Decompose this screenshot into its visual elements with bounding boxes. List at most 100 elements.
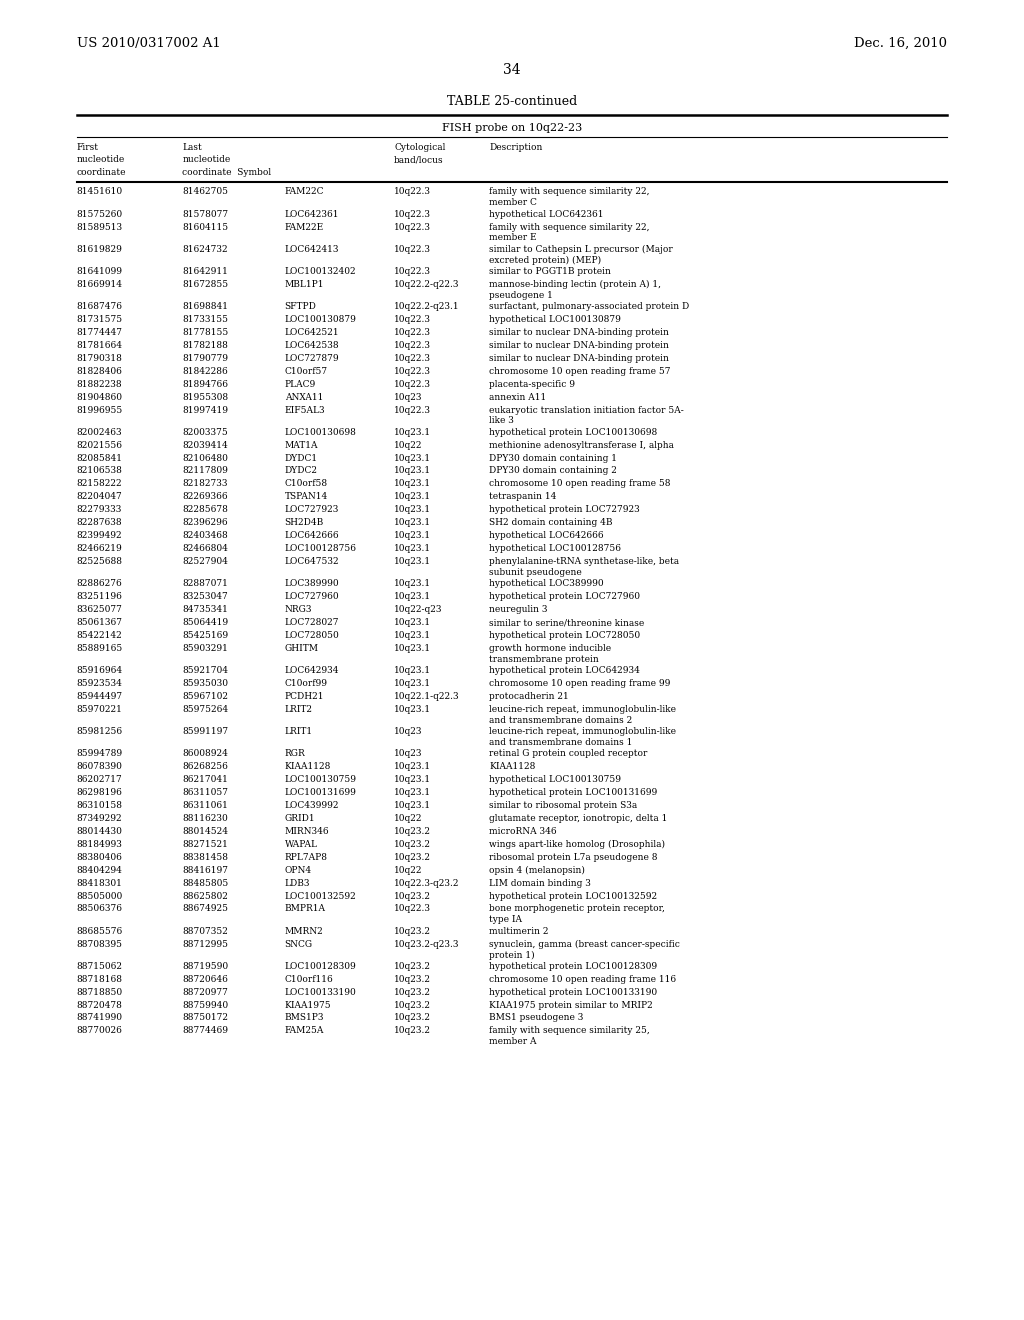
Text: hypothetical LOC642666: hypothetical LOC642666 — [489, 531, 604, 540]
Text: chromosome 10 open reading frame 99: chromosome 10 open reading frame 99 — [489, 678, 671, 688]
Text: synuclein, gamma (breast cancer-specific
protein 1): synuclein, gamma (breast cancer-specific… — [489, 940, 680, 960]
Text: 88416197: 88416197 — [182, 866, 228, 875]
Text: 81669914: 81669914 — [77, 280, 123, 289]
Text: 10q23: 10q23 — [394, 750, 423, 758]
Text: 10q22.2-q23.1: 10q22.2-q23.1 — [394, 302, 460, 312]
Text: MIRN346: MIRN346 — [285, 826, 330, 836]
Text: 10q22: 10q22 — [394, 814, 423, 822]
Text: 10q22.3: 10q22.3 — [394, 341, 431, 350]
Text: coordinate  Symbol: coordinate Symbol — [182, 168, 271, 177]
Text: bone morphogenetic protein receptor,
type IA: bone morphogenetic protein receptor, typ… — [489, 904, 666, 924]
Text: 88715062: 88715062 — [77, 962, 123, 970]
Text: KIAA1128: KIAA1128 — [285, 762, 331, 771]
Text: LDB3: LDB3 — [285, 879, 310, 887]
Text: 81624732: 81624732 — [182, 244, 228, 253]
Text: LIM domain binding 3: LIM domain binding 3 — [489, 879, 591, 887]
Text: family with sequence similarity 22,
member E: family with sequence similarity 22, memb… — [489, 223, 650, 243]
Text: 81790779: 81790779 — [182, 354, 228, 363]
Text: LOC727923: LOC727923 — [285, 506, 339, 515]
Text: hypothetical LOC642361: hypothetical LOC642361 — [489, 210, 604, 219]
Text: 81781664: 81781664 — [77, 341, 123, 350]
Text: 81828406: 81828406 — [77, 367, 123, 376]
Text: 83625077: 83625077 — [77, 605, 123, 614]
Text: SH2 domain containing 4B: SH2 domain containing 4B — [489, 519, 613, 527]
Text: LOC100133190: LOC100133190 — [285, 987, 356, 997]
Text: 10q22.3: 10q22.3 — [394, 904, 431, 913]
Text: 81782188: 81782188 — [182, 341, 228, 350]
Text: 86202717: 86202717 — [77, 775, 123, 784]
Text: 34: 34 — [503, 63, 521, 78]
Text: 10q23.1: 10q23.1 — [394, 678, 431, 688]
Text: 81698841: 81698841 — [182, 302, 228, 312]
Text: MMRN2: MMRN2 — [285, 927, 324, 936]
Text: TSPAN14: TSPAN14 — [285, 492, 328, 502]
Text: chromosome 10 open reading frame 58: chromosome 10 open reading frame 58 — [489, 479, 671, 488]
Text: 10q23.1: 10q23.1 — [394, 667, 431, 675]
Text: KIAA1975: KIAA1975 — [285, 1001, 332, 1010]
Text: 84735341: 84735341 — [182, 605, 228, 614]
Text: 88770026: 88770026 — [77, 1027, 123, 1035]
Text: 85916964: 85916964 — [77, 667, 123, 675]
Text: growth hormone inducible
transmembrane protein: growth hormone inducible transmembrane p… — [489, 644, 611, 664]
Text: 82279333: 82279333 — [77, 506, 122, 515]
Text: 88404294: 88404294 — [77, 866, 123, 875]
Text: 10q23.1: 10q23.1 — [394, 544, 431, 553]
Text: surfactant, pulmonary-associated protein D: surfactant, pulmonary-associated protein… — [489, 302, 690, 312]
Text: 81955308: 81955308 — [182, 392, 228, 401]
Text: 88741990: 88741990 — [77, 1014, 123, 1023]
Text: 82002463: 82002463 — [77, 428, 123, 437]
Text: 85923534: 85923534 — [77, 678, 123, 688]
Text: annexin A11: annexin A11 — [489, 392, 547, 401]
Text: 88712995: 88712995 — [182, 940, 228, 949]
Text: 81790318: 81790318 — [77, 354, 123, 363]
Text: LOC100130698: LOC100130698 — [285, 428, 356, 437]
Text: 82466219: 82466219 — [77, 544, 123, 553]
Text: leucine-rich repeat, immunoglobulin-like
and transmembrane domains 2: leucine-rich repeat, immunoglobulin-like… — [489, 705, 677, 725]
Text: 10q23: 10q23 — [394, 392, 423, 401]
Text: 88014430: 88014430 — [77, 826, 123, 836]
Text: opsin 4 (melanopsin): opsin 4 (melanopsin) — [489, 866, 586, 875]
Text: chromosome 10 open reading frame 116: chromosome 10 open reading frame 116 — [489, 974, 677, 983]
Text: 10q23.1: 10q23.1 — [394, 618, 431, 627]
Text: 81462705: 81462705 — [182, 187, 228, 197]
Text: 10q23.2: 10q23.2 — [394, 840, 431, 849]
Text: 10q22.3: 10q22.3 — [394, 244, 431, 253]
Text: 85935030: 85935030 — [182, 678, 228, 688]
Text: 88719590: 88719590 — [182, 962, 228, 970]
Text: 10q23.2-q23.3: 10q23.2-q23.3 — [394, 940, 460, 949]
Text: 10q23.1: 10q23.1 — [394, 762, 431, 771]
Text: 82021556: 82021556 — [77, 441, 123, 450]
Text: 10q22.3: 10q22.3 — [394, 367, 431, 376]
Text: 85970221: 85970221 — [77, 705, 123, 714]
Text: protocadherin 21: protocadherin 21 — [489, 692, 569, 701]
Text: LOC642361: LOC642361 — [285, 210, 339, 219]
Text: 10q22.3: 10q22.3 — [394, 267, 431, 276]
Text: 10q23.1: 10q23.1 — [394, 506, 431, 515]
Text: 88774469: 88774469 — [182, 1027, 228, 1035]
Text: LOC642538: LOC642538 — [285, 341, 339, 350]
Text: 82399492: 82399492 — [77, 531, 123, 540]
Text: 10q23.1: 10q23.1 — [394, 705, 431, 714]
Text: 82106538: 82106538 — [77, 466, 123, 475]
Text: 10q22-q23: 10q22-q23 — [394, 605, 442, 614]
Text: 85967102: 85967102 — [182, 692, 228, 701]
Text: 82039414: 82039414 — [182, 441, 228, 450]
Text: LRIT1: LRIT1 — [285, 727, 312, 737]
Text: 88759940: 88759940 — [182, 1001, 228, 1010]
Text: 81894766: 81894766 — [182, 380, 228, 388]
Text: 10q22.3: 10q22.3 — [394, 187, 431, 197]
Text: wings apart-like homolog (Drosophila): wings apart-like homolog (Drosophila) — [489, 840, 666, 849]
Text: DPY30 domain containing 1: DPY30 domain containing 1 — [489, 454, 617, 462]
Text: 10q22.3: 10q22.3 — [394, 354, 431, 363]
Text: tetraspanin 14: tetraspanin 14 — [489, 492, 557, 502]
Text: 82396296: 82396296 — [182, 519, 228, 527]
Text: 88271521: 88271521 — [182, 840, 228, 849]
Text: LOC439992: LOC439992 — [285, 801, 339, 810]
Text: FAM25A: FAM25A — [285, 1027, 324, 1035]
Text: 10q22.3: 10q22.3 — [394, 223, 431, 231]
Text: 85889165: 85889165 — [77, 644, 123, 653]
Text: 88505000: 88505000 — [77, 891, 123, 900]
Text: 85425169: 85425169 — [182, 631, 228, 640]
Text: LOC100132592: LOC100132592 — [285, 891, 356, 900]
Text: 88708395: 88708395 — [77, 940, 123, 949]
